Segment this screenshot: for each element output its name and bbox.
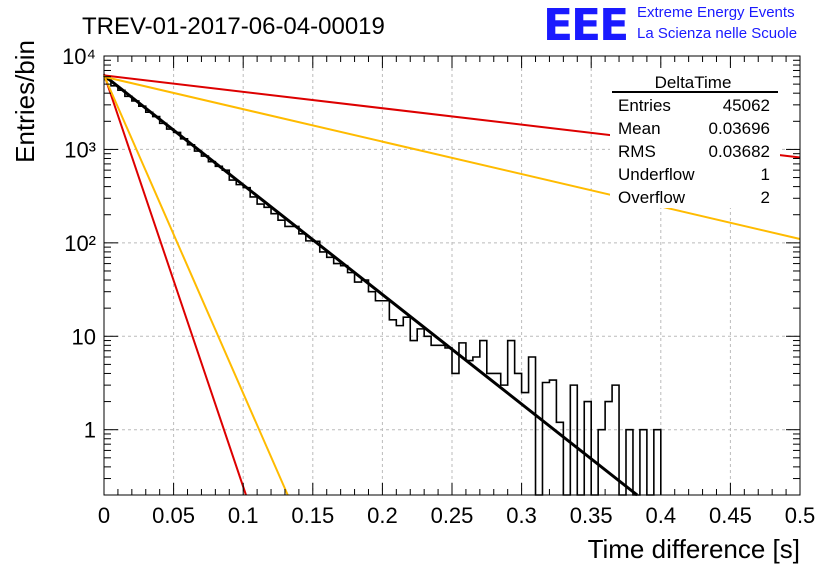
org-name: Extreme Energy Events	[637, 4, 795, 21]
x-tick-label: 0.45	[709, 503, 752, 528]
fit-line-3	[103, 75, 801, 240]
y-axis-label: Entries/bin	[10, 40, 40, 163]
fit-line-5	[103, 74, 289, 496]
stats-box: DeltaTime Entries 45062 Mean 0.03696 RMS 0.03…	[610, 68, 780, 208]
stats-label: Mean	[618, 119, 661, 138]
fit-line-1	[103, 74, 639, 497]
x-tick-label: 0.5	[785, 503, 816, 528]
stats-value: 0.03682	[709, 142, 770, 161]
x-tick-label: 0.05	[152, 503, 195, 528]
stats-label: Underflow	[618, 165, 695, 184]
org-subtitle: La Scienza nelle Scuole	[637, 25, 797, 42]
x-axis-label: Time difference [s]	[588, 534, 800, 564]
eee-logo: EEE	[543, 0, 627, 51]
y-tick-label: 10⁴	[62, 44, 96, 69]
x-tick-label: 0.35	[570, 503, 613, 528]
stats-value: 1	[761, 165, 770, 184]
stats-value: 2	[761, 188, 770, 207]
y-axis: 1 10 10² 10³ 10⁴	[62, 44, 800, 496]
x-axis: 0 0.05 0.1 0.15 0.2 0.25 0.3 0.35 0.4 0.45 0.5	[98, 56, 815, 528]
x-tick-label: 0.15	[291, 503, 334, 528]
stats-label: RMS	[618, 142, 656, 161]
stats-value: 0.03696	[709, 119, 770, 138]
x-tick-label: 0.25	[431, 503, 474, 528]
histogram-outline	[104, 78, 662, 496]
y-tick-label: 10²	[64, 231, 96, 256]
x-tick-label: 0.1	[228, 503, 259, 528]
fit-line-4	[103, 73, 247, 496]
chart-title: TREV-01-2017-06-04-00019	[82, 13, 385, 40]
x-tick-label: 0.4	[646, 503, 677, 528]
stats-value: 45062	[723, 96, 770, 115]
stats-label: Overflow	[618, 188, 686, 207]
y-tick-label: 1	[84, 418, 96, 443]
y-tick-label: 10	[72, 324, 96, 349]
y-tick-label: 10³	[64, 137, 96, 162]
x-tick-label: 0	[98, 503, 110, 528]
x-tick-label: 0.2	[367, 503, 398, 528]
histogram	[104, 78, 662, 496]
stats-title: DeltaTime	[655, 73, 732, 92]
stats-label: Entries	[618, 96, 671, 115]
x-tick-label: 0.3	[506, 503, 537, 528]
